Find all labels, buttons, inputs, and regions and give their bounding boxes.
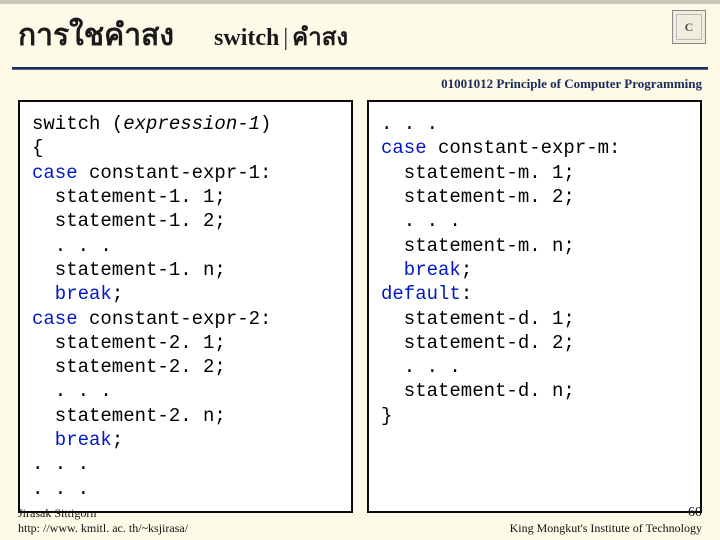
title-main: การใชคำสง bbox=[18, 12, 174, 59]
header: การใชคำสง switch|คำสง bbox=[0, 4, 720, 65]
page-number: 60 bbox=[510, 504, 702, 522]
code-token: break bbox=[381, 258, 461, 282]
code-token: { bbox=[32, 137, 43, 159]
code-token: statement-d. 1; bbox=[381, 307, 575, 331]
logo-badge: C bbox=[672, 10, 706, 44]
code-token: switch ( bbox=[32, 113, 123, 135]
author-url: http: //www. kmitl. ac. th/~ksjirasa/ bbox=[18, 521, 188, 536]
code-token: default bbox=[381, 283, 461, 305]
code-token: case bbox=[32, 162, 78, 184]
code-token: . . . bbox=[381, 209, 461, 233]
code-right: . . .case constant-expr-m:statement-m. 1… bbox=[367, 100, 702, 513]
code-token: statement-2. 1; bbox=[32, 331, 226, 355]
code-token: break bbox=[32, 428, 112, 452]
title-sub-left: switch bbox=[214, 25, 279, 51]
code-token: break bbox=[32, 282, 112, 306]
title-sub-right: คำสง bbox=[292, 25, 348, 51]
code-token: case bbox=[32, 308, 78, 330]
logo-text: C bbox=[685, 20, 694, 35]
code-columns: switch (expression-1) { case constant-expr… bbox=[0, 92, 720, 513]
code-token: . . . bbox=[32, 478, 89, 500]
code-token: statement-1. n; bbox=[32, 258, 226, 282]
code-token: statement-1. 2; bbox=[32, 209, 226, 233]
code-token: ; bbox=[112, 429, 123, 451]
code-left: switch (expression-1) { case constant-expr… bbox=[18, 100, 353, 513]
code-token: ; bbox=[461, 259, 472, 281]
code-token: statement-m. 1; bbox=[381, 161, 575, 185]
code-token: } bbox=[381, 405, 392, 427]
code-token: constant-expr-2: bbox=[78, 308, 272, 330]
code-token: statement-1. 1; bbox=[32, 185, 226, 209]
title-sub: switch|คำสง bbox=[214, 17, 348, 56]
code-token: statement-d. n; bbox=[381, 379, 575, 403]
code-token: . . . bbox=[32, 453, 89, 475]
institution: King Mongkut's Institute of Technology bbox=[510, 521, 702, 536]
code-token: ) bbox=[260, 113, 271, 135]
code-token: . . . bbox=[381, 355, 461, 379]
footer-left: Jirasak Sittigorn http: //www. kmitl. ac… bbox=[18, 506, 188, 536]
code-token: . . . bbox=[32, 379, 112, 403]
footer-right: 60 King Mongkut's Institute of Technolog… bbox=[510, 504, 702, 537]
code-token: statement-d. 2; bbox=[381, 331, 575, 355]
author: Jirasak Sittigorn bbox=[18, 506, 188, 521]
code-token: constant-expr-1: bbox=[78, 162, 272, 184]
slide: C การใชคำสง switch|คำสง 01001012 Princip… bbox=[0, 0, 720, 540]
code-token: constant-expr-m: bbox=[427, 137, 621, 159]
code-token: . . . bbox=[381, 113, 438, 135]
code-token: statement-m. n; bbox=[381, 234, 575, 258]
code-token: statement-2. n; bbox=[32, 404, 226, 428]
code-token: statement-m. 2; bbox=[381, 185, 575, 209]
footer: Jirasak Sittigorn http: //www. kmitl. ac… bbox=[0, 504, 720, 537]
course-line: 01001012 Principle of Computer Programmi… bbox=[0, 72, 720, 92]
code-token: ; bbox=[112, 283, 123, 305]
code-token: case bbox=[381, 137, 427, 159]
code-token: statement-2. 2; bbox=[32, 355, 226, 379]
code-token: expression-1 bbox=[123, 113, 260, 135]
title-pipe: | bbox=[283, 25, 288, 51]
code-token: . . . bbox=[32, 234, 112, 258]
divider-rule bbox=[12, 67, 708, 70]
code-token: : bbox=[461, 283, 472, 305]
